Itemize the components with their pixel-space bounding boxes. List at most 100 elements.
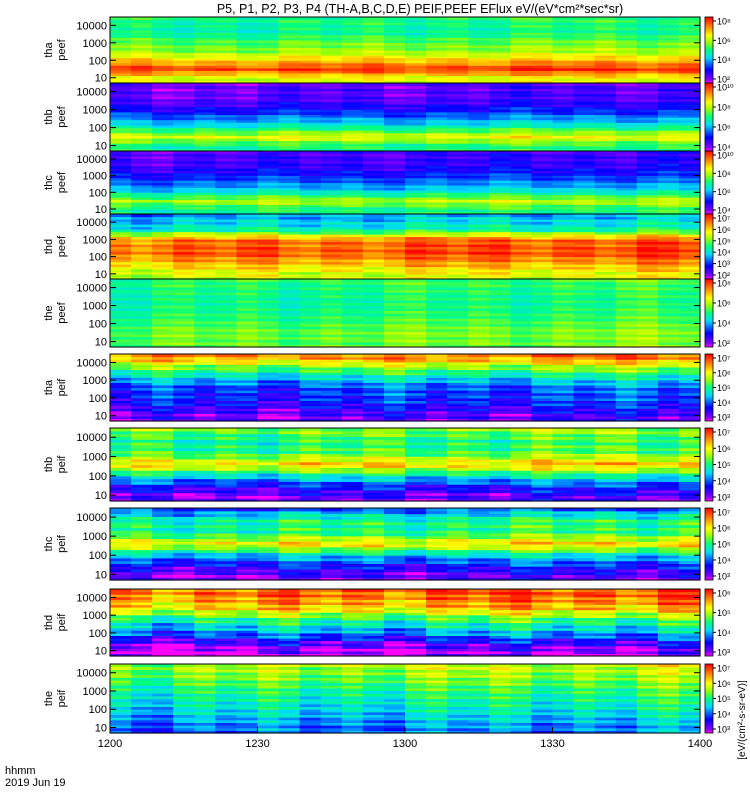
heatmap-cell	[552, 364, 575, 368]
heatmap-cell	[489, 137, 511, 142]
heatmap-cell	[426, 182, 448, 186]
heatmap-cell	[299, 17, 322, 21]
heatmap-cell	[552, 167, 575, 171]
heatmap-cell	[320, 132, 343, 136]
heatmap-cell	[531, 182, 554, 186]
heatmap-cell	[173, 286, 195, 291]
heatmap-cell	[362, 214, 385, 218]
heatmap-cell	[573, 266, 596, 270]
heatmap-cell	[552, 140, 575, 144]
heatmap-cell	[299, 305, 322, 309]
heatmap-cell	[447, 201, 469, 205]
heatmap-cell	[552, 160, 575, 164]
heatmap-cell	[573, 83, 596, 87]
heatmap-cell	[299, 366, 322, 371]
heatmap-cell	[636, 286, 659, 291]
heatmap-cell	[489, 103, 511, 108]
heatmap-cell	[468, 158, 490, 162]
heatmap-cell	[152, 175, 174, 179]
heatmap-cell	[468, 382, 490, 386]
heatmap-cell	[341, 405, 364, 409]
heatmap-cell	[468, 450, 490, 454]
heatmap-cell	[468, 318, 490, 322]
heatmap-cell	[573, 259, 596, 263]
heatmap-cell	[152, 170, 174, 174]
heatmap-cell	[278, 328, 301, 332]
heatmap-cell	[215, 456, 238, 460]
heatmap-cell	[636, 29, 659, 33]
heatmap-cell	[341, 219, 364, 223]
heatmap-cell	[194, 153, 216, 157]
heatmap-cell	[594, 72, 617, 76]
heatmap-cell	[468, 458, 490, 463]
heatmap-cell	[320, 172, 343, 176]
heatmap-cell	[383, 384, 406, 389]
heatmap-cell	[131, 430, 153, 435]
heatmap-cell	[594, 55, 617, 59]
heatmap-cell	[215, 320, 238, 325]
heatmap-cell	[194, 387, 216, 391]
heatmap-cell	[341, 384, 364, 389]
heatmap-cell	[152, 184, 174, 188]
heatmap-cell	[426, 361, 448, 365]
heatmap-cell	[573, 323, 596, 327]
heatmap-cell	[236, 93, 259, 97]
heatmap-cell	[362, 231, 385, 235]
heatmap-cell	[131, 55, 153, 59]
heatmap-cell	[131, 339, 153, 343]
heatmap-cell	[383, 214, 406, 218]
heatmap-cell	[362, 85, 385, 89]
heatmap-cell	[447, 405, 469, 409]
heatmap-cell	[405, 276, 427, 280]
heatmap-cell	[405, 47, 427, 51]
heatmap-cell	[426, 52, 448, 56]
heatmap-cell	[573, 27, 596, 31]
heatmap-cell	[531, 369, 554, 373]
panel-quantity-label: peef	[56, 105, 68, 127]
heatmap-cell	[110, 197, 132, 201]
heatmap-cell	[405, 369, 427, 373]
heatmap-cell	[299, 60, 322, 64]
heatmap-cell	[194, 328, 216, 332]
heatmap-cell	[531, 109, 554, 113]
heatmap-cell	[573, 274, 596, 278]
heatmap-cell	[341, 359, 364, 363]
heatmap-cell	[194, 29, 216, 33]
heatmap-cell	[615, 219, 638, 223]
heatmap-cell	[173, 47, 195, 51]
heatmap-cell	[215, 289, 238, 293]
heatmap-cell	[447, 209, 469, 213]
heatmap-cell	[447, 143, 469, 147]
heatmap-cell	[320, 52, 343, 56]
heatmap-cell	[152, 37, 174, 41]
heatmap-cell	[194, 187, 216, 191]
heatmap-cell	[173, 284, 195, 288]
heatmap-cell	[426, 284, 448, 288]
heatmap-cell	[299, 286, 322, 291]
heatmap-cell	[468, 413, 490, 417]
heatmap-cell	[320, 259, 343, 263]
heatmap-cell	[173, 137, 195, 142]
heatmap-cell	[489, 224, 511, 228]
heatmap-cell	[299, 320, 322, 325]
heatmap-cell	[405, 80, 427, 84]
heatmap-cell	[362, 333, 385, 338]
heatmap-cell	[173, 151, 195, 155]
heatmap-cell	[636, 67, 659, 71]
heatmap-cell	[110, 428, 132, 432]
heatmap-cell	[131, 382, 153, 386]
heatmap-cell	[152, 364, 174, 368]
heatmap-cell	[405, 413, 427, 417]
heatmap-cell	[573, 320, 596, 325]
heatmap-cell	[194, 344, 216, 348]
heatmap-cell	[215, 44, 238, 49]
heatmap-cell	[320, 103, 343, 108]
heatmap-cell	[615, 132, 638, 136]
heatmap-cell	[573, 55, 596, 59]
heatmap-cell	[447, 180, 469, 184]
heatmap-cell	[341, 88, 364, 92]
heatmap-cell	[299, 234, 322, 238]
heatmap-cell	[405, 224, 427, 228]
heatmap-cell	[362, 194, 385, 198]
heatmap-cell	[110, 101, 132, 105]
